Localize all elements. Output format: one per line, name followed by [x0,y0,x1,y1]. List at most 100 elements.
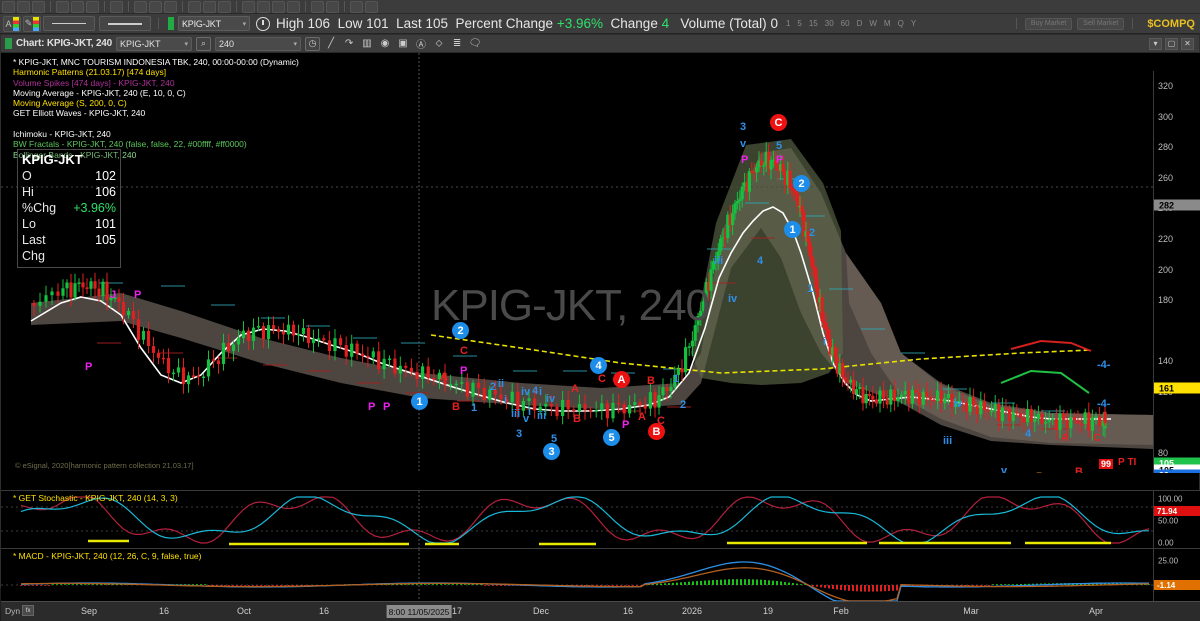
wave-label-2-48: 2 [680,399,687,411]
chart-interval-input[interactable]: 240 ▾ [215,36,302,51]
dyn-icon[interactable]: fx [22,605,35,616]
study-line-4[interactable]: Moving Average (S, 200, 0, C) [13,98,127,109]
maximize-button[interactable]: ▢ [1165,37,1178,50]
timeframe-Q[interactable]: Q [897,19,904,28]
timeframe-W[interactable]: W [869,19,877,28]
symbol-input[interactable]: KPIG-JKT ▾ [178,16,250,31]
study-line-0[interactable]: * KPIG-JKT, MNC TOURISM INDONESIA TBK, 2… [13,57,299,67]
refresh-icon[interactable] [32,0,45,13]
study-legend: * KPIG-JKT, MNC TOURISM INDONESIA TBK, 2… [13,57,299,160]
help-icon[interactable] [365,0,378,13]
trend-icon[interactable] [164,0,177,13]
study-line-1[interactable]: Harmonic Patterns (21.03.17) [474 days] [13,67,167,78]
open-icon[interactable] [17,0,30,13]
timeframe-30[interactable]: 30 [824,19,834,28]
box-tool-icon[interactable]: ▣ [398,38,408,49]
sell-market-button[interactable]: Sell Market [1077,17,1125,30]
wave-label-C-10: C [770,114,787,131]
layout-icon[interactable] [311,0,324,13]
window-controls[interactable]: ▾ ▢ ✕ [1149,37,1199,50]
macd-value-tag: -1.14 [1154,580,1200,590]
wave-label-iv-50: iv [728,293,738,305]
wave-label-1-33: 1 [471,402,478,414]
study-line-7[interactable]: Ichimoku - KPIG-JKT, 240 [13,129,111,140]
wave-label-4-54: 4 [757,255,764,267]
chevron-down-icon[interactable]: ▾ [184,40,189,48]
app-icon-toolbar[interactable] [0,0,1200,14]
close-button[interactable]: ✕ [1181,37,1194,50]
grid-icon[interactable] [86,0,99,13]
clock-icon[interactable] [256,16,270,31]
ichimoku-cloud-a [691,139,843,385]
fib-icon[interactable] [218,0,231,13]
alert-icon[interactable] [242,0,255,13]
circle-tool-icon[interactable]: ◉ [380,38,390,49]
annotation-icon[interactable]: ▥ [362,38,372,49]
chart-icon[interactable] [110,0,123,13]
ohlc-label: %Chg [22,201,57,215]
price-pane[interactable]: * KPIG-JKT, MNC TOURISM INDONESIA TBK, 2… [1,53,1200,473]
zoom-icon[interactable] [134,0,147,13]
time-tick-Mar: Mar [963,606,979,616]
wave-label-P-18: P [776,154,784,166]
symbol-search-icon[interactable]: ⌕ [196,36,212,51]
price-marker-99: 99 [1099,459,1114,469]
price-axis[interactable]: 3203002802602402202001801401208060282161… [1153,71,1200,473]
wave-label-P-17: P [741,154,749,166]
chevron-down-icon[interactable]: ▾ [242,20,247,28]
shape-icon[interactable] [203,0,216,13]
news-icon[interactable] [272,0,285,13]
comment-icon[interactable]: 🗨 [468,38,482,49]
timeframe-buttons[interactable]: 1 5 15 30 60 D W M Q Y [786,19,916,28]
minimize-button[interactable]: ▾ [1149,37,1162,50]
time-axis[interactable]: Dyn fx Sep 16 Oct 16 17 Dec 16 2026 19 Feb Mar Apr … [1,601,1200,621]
time-tick-2026: 2026 [681,606,703,616]
study-line-8[interactable]: BW Fractals - KPIG-JKT, 240 (false, fals… [13,139,247,150]
line-style-selector[interactable] [43,16,95,31]
time-tick-19: 19 [762,606,774,616]
timeframe-1[interactable]: 1 [785,19,791,28]
pattern-marker-label: P TI [1118,457,1137,468]
cursor-icon[interactable] [149,0,162,13]
window-icon[interactable] [326,0,339,13]
macd-axis[interactable]: 25.00 -1.14 [1153,549,1200,601]
eraser-icon[interactable]: ⬦ [435,38,443,49]
crosshair-time-label: 8:00 11/05/2025 [386,605,452,618]
study-line-9[interactable]: Bollinger Bands - KPIG-JKT, 240 [13,149,137,160]
timeframe-D[interactable]: D [856,19,863,28]
line-weight-selector[interactable] [99,16,151,31]
settings-icon[interactable] [350,0,363,13]
studies-icon[interactable]: ≣ [452,38,462,49]
new-icon[interactable] [2,0,15,13]
page-icon[interactable] [71,0,84,13]
timeframe-60[interactable]: 60 [840,19,850,28]
macd-pane[interactable]: * MACD - KPIG-JKT, 240 (12, 26, C, 9, fa… [1,548,1200,601]
stochastic-axis[interactable]: 100.00 50.00 0.00 71.94 [1153,491,1200,548]
globe-icon[interactable] [56,0,69,13]
timeframe-Y[interactable]: Y [910,19,917,28]
buy-market-button[interactable]: Buy Market [1024,17,1073,30]
text-tool-icon[interactable]: Ⓐ [416,40,427,51]
chart-symbol-input[interactable]: KPIG-JKT ▾ [116,36,193,51]
study-line-2[interactable]: Volume Spikes [474 days] - KPIG-JKT, 240 [13,77,175,88]
study-line-5[interactable]: GET Elliott Waves - KPIG-JKT, 240 [13,108,146,119]
timeframe-M[interactable]: M [883,19,891,28]
scan-icon[interactable] [257,0,270,13]
options-icon[interactable] [287,0,300,13]
dynamic-mode-button[interactable]: Dyn fx [5,605,35,616]
curve-icon[interactable]: ↷ [344,38,354,49]
draw-line-icon[interactable]: ╱ [328,38,335,49]
text-icon[interactable] [188,0,201,13]
timeframe-15[interactable]: 15 [808,19,818,28]
font-color-icon[interactable]: A [3,15,21,32]
chart-titlebar[interactable]: Chart: KPIG-JKT, 240 KPIG-JKT ▾ ⌕ 240 ▾ … [1,35,1199,53]
wave-label-5-46: 5 [551,433,558,445]
highlight-color-icon[interactable]: ✎ [23,15,41,32]
stoch-tick-0.00: 0.00 [1158,538,1174,548]
stochastic-pane[interactable]: * GET Stochastic - KPIG-JKT, 240 (14, 3,… [1,490,1200,548]
timeframe-5[interactable]: 5 [797,19,802,28]
chevron-down-icon[interactable]: ▾ [293,40,298,48]
interval-clock-icon[interactable]: ◷ [305,36,321,51]
study-line-3[interactable]: Moving Average - KPIG-JKT, 240 (E, 10, 0… [13,87,186,98]
wave-label-iii-49: iii [714,255,724,267]
